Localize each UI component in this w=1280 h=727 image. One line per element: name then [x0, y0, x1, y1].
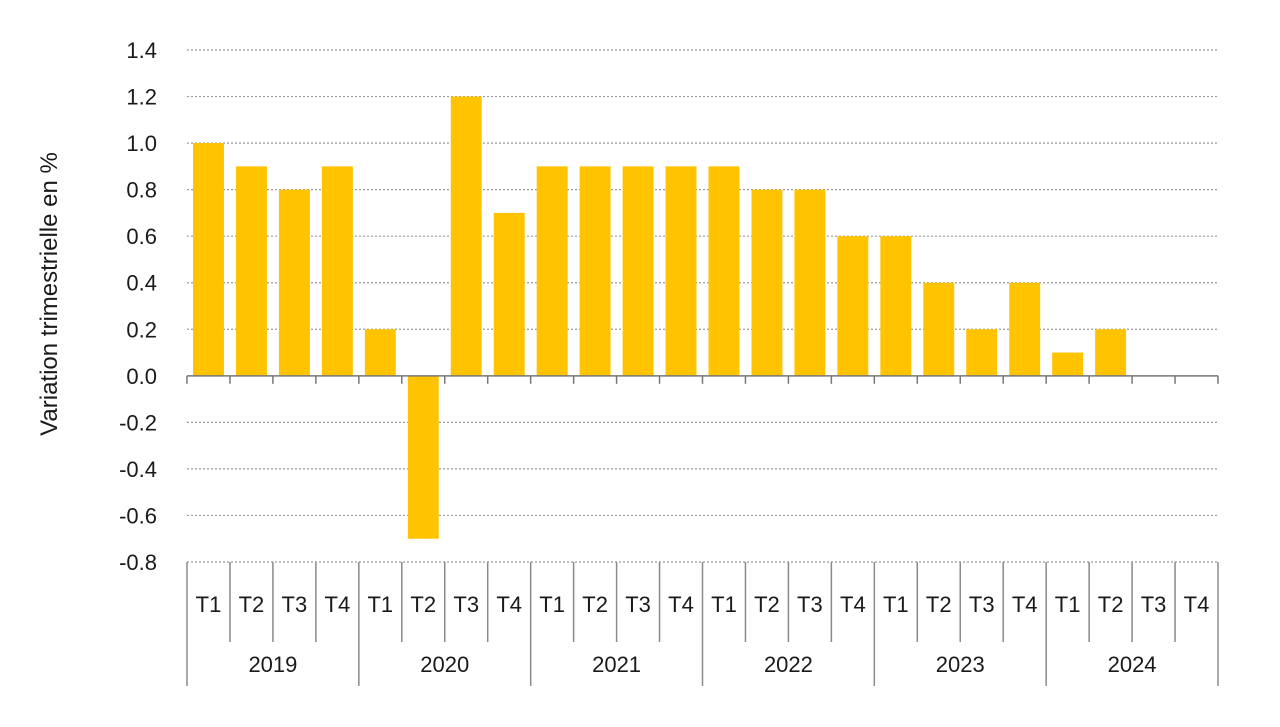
y-axis-ticks: 1.4 1.2 1.0 0.8 0.6 0.4 0.2 0.0 -0.2 -0.4 -0.6 -0.8	[119, 38, 157, 575]
bar	[493, 212, 525, 376]
bar	[278, 189, 310, 376]
bar	[751, 189, 783, 376]
x-category-label: T4	[1012, 592, 1038, 617]
x-category-label: T4	[668, 592, 694, 617]
bar	[708, 166, 740, 376]
x-category-label: T4	[325, 592, 351, 617]
bar	[837, 236, 869, 376]
x-group-label: 2021	[592, 652, 641, 677]
bar	[321, 166, 353, 376]
y-tick-label: 1.0	[126, 131, 157, 156]
y-tick-label: 0.0	[126, 364, 157, 389]
bar	[665, 166, 697, 376]
x-category-label: T1	[711, 592, 737, 617]
y-tick-label: 1.2	[126, 85, 157, 110]
y-tick-label: 1.4	[126, 38, 157, 63]
bar	[364, 329, 396, 376]
x-category-label: T4	[1184, 592, 1210, 617]
x-category-label: T2	[926, 592, 952, 617]
y-tick-label: -0.8	[119, 550, 157, 575]
bar	[794, 189, 826, 376]
y-tick-label: 0.6	[126, 224, 157, 249]
x-category-label: T1	[1055, 592, 1081, 617]
y-tick-label: -0.2	[119, 410, 157, 435]
bar	[193, 143, 224, 376]
bar	[1009, 282, 1041, 376]
y-tick-label: -0.4	[119, 457, 157, 482]
x-category-label: T3	[453, 592, 479, 617]
y-axis-title: Variation trimestrielle en %	[36, 152, 63, 436]
x-group-label: 2020	[420, 652, 469, 677]
x-group-label: 2022	[764, 652, 813, 677]
x-category-label: T1	[196, 592, 222, 617]
x-category-label: T3	[797, 592, 823, 617]
bar	[579, 166, 611, 376]
bars	[193, 96, 1127, 539]
x-category-label: T4	[840, 592, 866, 617]
x-category-label: T2	[582, 592, 608, 617]
x-category-label: T1	[539, 592, 565, 617]
x-category-label: T2	[754, 592, 780, 617]
y-tick-label: 0.2	[126, 317, 157, 342]
bar	[235, 166, 267, 376]
bar	[966, 329, 998, 376]
bar	[407, 375, 439, 539]
x-category-label: T4	[496, 592, 522, 617]
x-category-label: T1	[367, 592, 393, 617]
x-category-label: T2	[1098, 592, 1124, 617]
bar	[1052, 352, 1084, 376]
bar	[536, 166, 568, 376]
bar	[880, 236, 912, 376]
x-category-labels: T1 T2 T3 T4 T1 T2 T3 T4 T1 T2 T3 T4 T1 T2 T3 T4 T1 T2 T3 T4…	[196, 592, 1210, 617]
x-group-label: 2024	[1108, 652, 1157, 677]
x-group-labels: 2019 2020 2021 2022 2023 2024	[248, 652, 1156, 677]
x-category-label: T1	[883, 592, 909, 617]
x-group-label: 2023	[936, 652, 985, 677]
x-category-label: T3	[282, 592, 308, 617]
y-tick-label: -0.6	[119, 503, 157, 528]
bar	[622, 166, 654, 376]
bar	[923, 282, 955, 376]
x-category-label: T3	[1141, 592, 1167, 617]
x-group-label: 2019	[248, 652, 297, 677]
bar	[1095, 329, 1127, 376]
x-axis	[186, 375, 1219, 686]
x-category-label: T3	[625, 592, 651, 617]
x-category-label: T2	[239, 592, 265, 617]
x-category-label: T3	[969, 592, 995, 617]
y-tick-label: 0.4	[126, 271, 157, 296]
bar	[450, 96, 482, 376]
y-tick-label: 0.8	[126, 178, 157, 203]
x-category-label: T2	[410, 592, 436, 617]
